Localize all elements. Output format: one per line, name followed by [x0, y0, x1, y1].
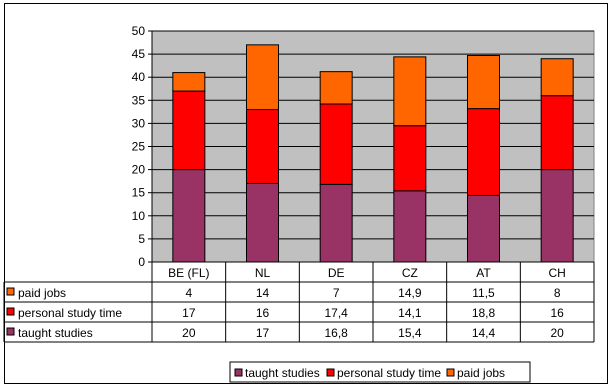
bar-segment-taught-studies	[246, 182, 279, 263]
bar-segment-personal-study-time	[172, 90, 206, 171]
legend-label: personal study time	[337, 366, 441, 380]
bar-segment-personal-study-time	[393, 125, 427, 192]
x-category-label: NL	[255, 266, 271, 280]
bar-segment-taught-studies	[172, 169, 206, 263]
table-cell: 16,8	[324, 326, 348, 340]
table-cell: 16	[256, 306, 270, 320]
bar-segment-paid-jobs	[467, 54, 500, 110]
y-tick-label: 30	[132, 116, 146, 130]
legend-key	[234, 368, 243, 377]
table-cell: 17	[256, 326, 270, 340]
y-tick-label: 50	[132, 24, 146, 38]
bar-segment-paid-jobs	[246, 44, 279, 111]
y-tick-label: 25	[132, 140, 146, 154]
table-cell: 4	[185, 286, 192, 300]
bar-segment-personal-study-time	[246, 109, 279, 184]
x-category-label: CZ	[402, 266, 418, 280]
table-row-label: personal study time	[18, 306, 122, 320]
table-legend-key	[6, 287, 15, 296]
table-row-label: paid jobs	[18, 286, 66, 300]
table-cell: 17	[182, 306, 196, 320]
table-cell: 17,4	[324, 306, 348, 320]
table-cell: 18,8	[472, 306, 496, 320]
bar-segment-paid-jobs	[319, 71, 353, 105]
y-tick-label: 10	[132, 209, 146, 223]
legend-key	[326, 368, 335, 377]
x-category-label: AT	[476, 266, 491, 280]
bar-segment-taught-studies	[393, 190, 427, 263]
table-cell: 14,9	[398, 286, 422, 300]
bar-segment-paid-jobs	[540, 58, 574, 97]
table-cell: 15,4	[398, 326, 422, 340]
legend-label: taught studies	[245, 366, 320, 380]
y-tick-label: 5	[138, 232, 145, 246]
y-tick-label: 45	[132, 47, 146, 61]
table-legend-key	[6, 327, 15, 336]
table-cell: 8	[554, 286, 561, 300]
bar-segment-paid-jobs	[393, 56, 427, 127]
x-category-label: BE (FL)	[168, 266, 209, 280]
bar-segment-personal-study-time	[319, 103, 353, 185]
y-tick-label: 35	[132, 93, 146, 107]
bar-segment-taught-studies	[467, 194, 500, 263]
table-cell: 16	[550, 306, 564, 320]
table-legend-key	[6, 307, 15, 316]
table-cell: 7	[333, 286, 340, 300]
y-tick-label: 40	[132, 70, 146, 84]
bar-segment-personal-study-time	[540, 95, 574, 171]
y-tick-label: 0	[138, 255, 145, 269]
table-cell: 11,5	[472, 286, 495, 300]
bar-segment-taught-studies	[319, 183, 353, 263]
y-tick-label: 20	[132, 163, 146, 177]
table-cell: 20	[182, 326, 196, 340]
legend-key	[446, 368, 455, 377]
bar-segment-paid-jobs	[172, 72, 206, 92]
table-cell: 14,4	[472, 326, 496, 340]
legend-label: paid jobs	[457, 366, 505, 380]
bar-segment-taught-studies	[540, 169, 574, 263]
table-cell: 14	[256, 286, 270, 300]
table-cell: 14,1	[398, 306, 422, 320]
x-category-label: CH	[548, 266, 565, 280]
table-cell: 20	[550, 326, 564, 340]
bar-segment-personal-study-time	[467, 108, 500, 196]
y-tick-label: 15	[132, 186, 146, 200]
x-category-label: DE	[328, 266, 345, 280]
legend-box	[229, 361, 531, 383]
table-row-label: taught studies	[18, 326, 93, 340]
